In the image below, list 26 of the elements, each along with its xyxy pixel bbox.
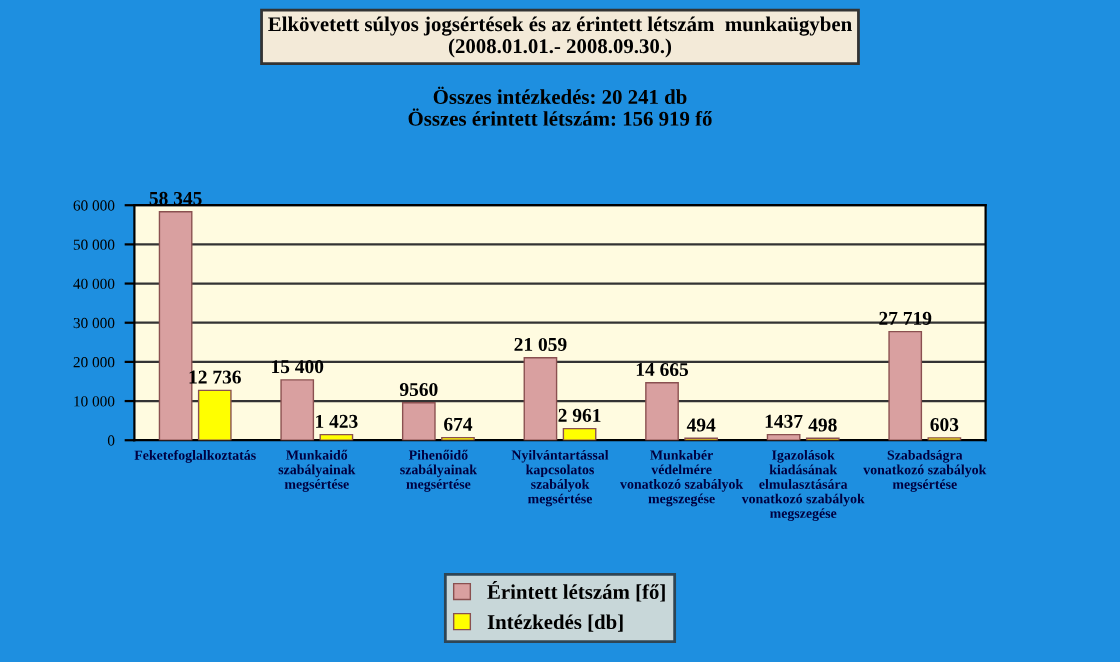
legend-label: Érintett létszám [fő] — [487, 581, 665, 602]
data-label: 9560 — [399, 382, 438, 397]
bar — [888, 330, 923, 441]
data-label: 498 — [808, 418, 837, 432]
data-label: 1437 — [765, 414, 803, 428]
data-label: 494 — [686, 418, 716, 432]
bar — [197, 389, 232, 441]
bar — [766, 433, 801, 441]
bar — [645, 382, 679, 441]
data-label: 674 — [444, 417, 473, 431]
chart-subtitle: Összes intézkedés: 20 241 db Összes érintett létszám: 156 919 fő — [408, 86, 712, 126]
data-label: 27 719 — [879, 311, 932, 325]
data-label: 21 059 — [514, 337, 567, 352]
bar — [158, 211, 193, 441]
legend-label: Intézkedés [db] — [487, 614, 623, 632]
data-label: 2 961 — [558, 408, 601, 422]
data-label: 603 — [930, 418, 959, 432]
bar — [401, 402, 436, 441]
chart-title: Elkövetett súlyos jogsértések és az érintett létszám munkaügyben (2008.01.01.- 2008.09.30.) — [268, 16, 852, 58]
bar — [562, 427, 597, 441]
bar — [280, 379, 315, 441]
data-label: 15 400 — [272, 360, 324, 374]
bar — [319, 433, 354, 441]
data-label: 1 423 — [316, 414, 358, 428]
bar — [523, 357, 558, 441]
data-label: 14 665 — [636, 362, 689, 377]
